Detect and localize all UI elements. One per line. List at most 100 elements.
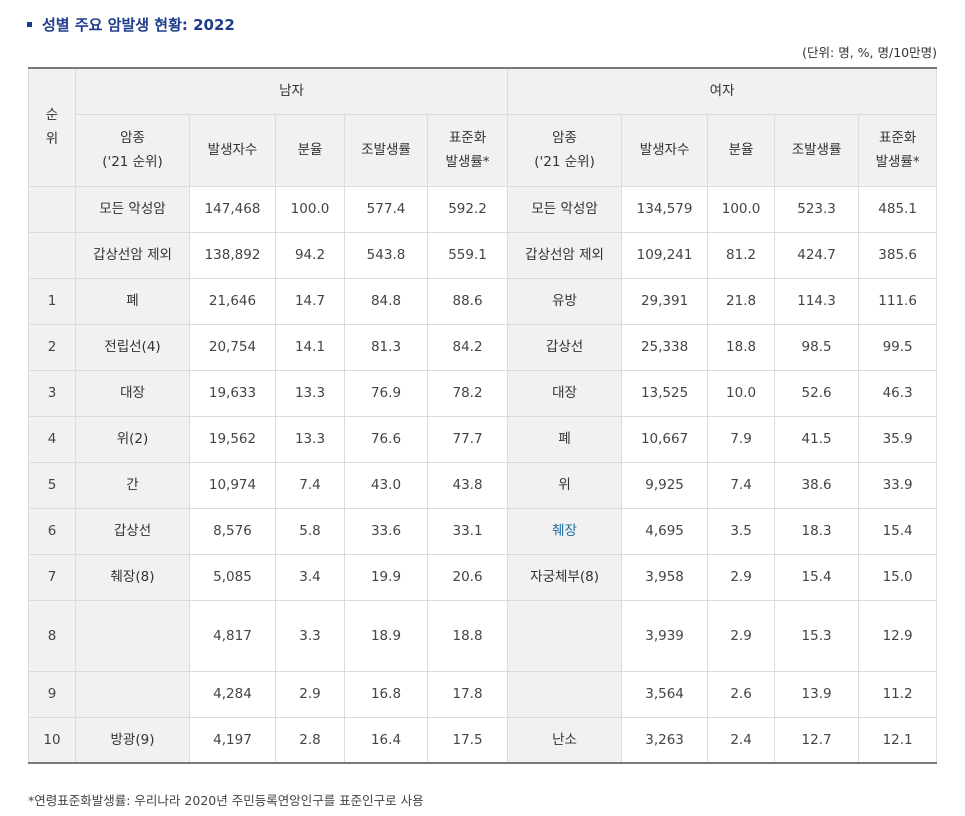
table-row: 갑상선암 제외 138,892 94.2 543.8 559.1 갑상선암 제외… (28, 231, 938, 279)
female-std-cell: 33.9 (858, 461, 938, 509)
male-std-cell: 84.2 (426, 323, 509, 371)
table-row: 7 췌장(8) 5,085 3.4 19.9 20.6 자궁체부(8) 3,95… (28, 553, 938, 601)
header-row-groups: 순 위 남자 여자 (28, 67, 938, 187)
female-crude-cell: 12.7 (774, 716, 860, 764)
header-female: 여자 (507, 67, 938, 115)
female-share-cell: 18.8 (707, 323, 776, 371)
table-row: 5 간 10,974 7.4 43.0 43.8 위 9,925 7.4 38.… (28, 461, 938, 509)
header-male-count: 발생자수 (189, 113, 276, 187)
table-row: 9 4,284 2.9 16.8 17.8 3,564 2.6 13.9 11.… (28, 670, 938, 718)
female-count-cell: 3,958 (621, 553, 709, 601)
female-crude-cell: 41.5 (774, 415, 860, 463)
female-cancer-cell: 갑상선암 제외 (507, 231, 623, 279)
male-crude-cell: 43.0 (344, 461, 428, 509)
table-row: 모든 악성암 147,468 100.0 577.4 592.2 모든 악성암 … (28, 185, 938, 233)
female-crude-cell: 18.3 (774, 507, 860, 555)
rank-cell: 4 (28, 415, 76, 463)
header-male-cancer: 암종 ('21 순위) (75, 113, 190, 187)
male-count-cell: 4,817 (189, 599, 276, 672)
female-crude-cell: 15.3 (774, 599, 860, 672)
male-cancer-cell: 갑상선 (75, 507, 190, 555)
header-female-cancer: 암종 ('21 순위) (507, 113, 623, 187)
female-crude-cell: 38.6 (774, 461, 860, 509)
header-male-share: 분율 (275, 113, 345, 187)
female-cancer-cell: 갑상선 (507, 323, 623, 371)
male-share-cell: 100.0 (275, 185, 345, 233)
rank-cell: 8 (28, 599, 76, 672)
female-count-cell: 3,939 (621, 599, 709, 672)
table-row: 4 위(2) 19,562 13.3 76.6 77.7 폐 10,667 7.… (28, 415, 938, 463)
female-std-cell: 99.5 (858, 323, 938, 371)
male-cancer-cell: 방광(9) (75, 716, 190, 764)
female-crude-cell: 114.3 (774, 277, 860, 325)
male-share-cell: 14.1 (275, 323, 345, 371)
male-cancer-cell: 모든 악성암 (75, 185, 190, 233)
male-count-cell: 20,754 (189, 323, 276, 371)
table-row: 8 4,817 3.3 18.9 18.8 3,939 2.9 15.3 12.… (28, 599, 938, 672)
male-cancer-cell: 전립선(4) (75, 323, 190, 371)
female-count-cell: 109,241 (621, 231, 709, 279)
male-crude-cell: 19.9 (344, 553, 428, 601)
male-cancer-cell (75, 599, 190, 672)
male-std-cell: 20.6 (426, 553, 509, 601)
female-cancer-cell (507, 670, 623, 718)
female-share-cell: 81.2 (707, 231, 776, 279)
female-share-cell: 100.0 (707, 185, 776, 233)
male-share-cell: 5.8 (275, 507, 345, 555)
male-crude-cell: 16.8 (344, 670, 428, 718)
male-crude-cell: 33.6 (344, 507, 428, 555)
male-count-cell: 147,468 (189, 185, 276, 233)
female-count-cell: 3,564 (621, 670, 709, 718)
rank-cell: 3 (28, 369, 76, 417)
female-share-cell: 2.9 (707, 553, 776, 601)
header-male-crude: 조발생률 (344, 113, 428, 187)
header-female-std: 표준화 발생률* (858, 113, 938, 187)
male-cancer-cell: 위(2) (75, 415, 190, 463)
male-cancer-cell: 대장 (75, 369, 190, 417)
female-std-cell: 485.1 (858, 185, 938, 233)
rank-cell: 2 (28, 323, 76, 371)
female-cancer-cell: 대장 (507, 369, 623, 417)
female-share-cell: 2.4 (707, 716, 776, 764)
male-crude-cell: 16.4 (344, 716, 428, 764)
square-bullet-icon (27, 22, 32, 27)
rank-cell: 10 (28, 716, 76, 764)
male-crude-cell: 81.3 (344, 323, 428, 371)
female-std-cell: 12.9 (858, 599, 938, 672)
female-std-cell: 35.9 (858, 415, 938, 463)
female-share-cell: 21.8 (707, 277, 776, 325)
male-share-cell: 13.3 (275, 415, 345, 463)
male-crude-cell: 76.6 (344, 415, 428, 463)
female-count-cell: 9,925 (621, 461, 709, 509)
male-cancer-cell: 갑상선암 제외 (75, 231, 190, 279)
female-crude-cell: 13.9 (774, 670, 860, 718)
male-share-cell: 3.4 (275, 553, 345, 601)
table-row: 2 전립선(4) 20,754 14.1 81.3 84.2 갑상선 25,33… (28, 323, 938, 371)
male-crude-cell: 543.8 (344, 231, 428, 279)
female-std-cell: 15.4 (858, 507, 938, 555)
male-std-cell: 559.1 (426, 231, 509, 279)
header-rank: 순 위 (28, 67, 76, 187)
male-std-cell: 18.8 (426, 599, 509, 672)
male-share-cell: 3.3 (275, 599, 345, 672)
rank-cell (28, 231, 76, 279)
table-row: 10 방광(9) 4,197 2.8 16.4 17.5 난소 3,263 2.… (28, 716, 938, 764)
male-share-cell: 2.9 (275, 670, 345, 718)
female-cancer-cell: 모든 악성암 (507, 185, 623, 233)
female-crude-cell: 15.4 (774, 553, 860, 601)
header-female-count: 발생자수 (621, 113, 709, 187)
female-share-cell: 2.9 (707, 599, 776, 672)
female-crude-cell: 424.7 (774, 231, 860, 279)
female-std-cell: 46.3 (858, 369, 938, 417)
female-share-cell: 7.4 (707, 461, 776, 509)
female-crude-cell: 98.5 (774, 323, 860, 371)
male-cancer-cell: 췌장(8) (75, 553, 190, 601)
female-std-cell: 11.2 (858, 670, 938, 718)
male-count-cell: 8,576 (189, 507, 276, 555)
male-std-cell: 592.2 (426, 185, 509, 233)
female-crude-cell: 52.6 (774, 369, 860, 417)
header-female-share: 분율 (707, 113, 776, 187)
table-row: 6 갑상선 8,576 5.8 33.6 33.1 췌장 4,695 3.5 1… (28, 507, 938, 555)
male-crude-cell: 18.9 (344, 599, 428, 672)
female-cancer-cell: 췌장 (507, 507, 623, 555)
